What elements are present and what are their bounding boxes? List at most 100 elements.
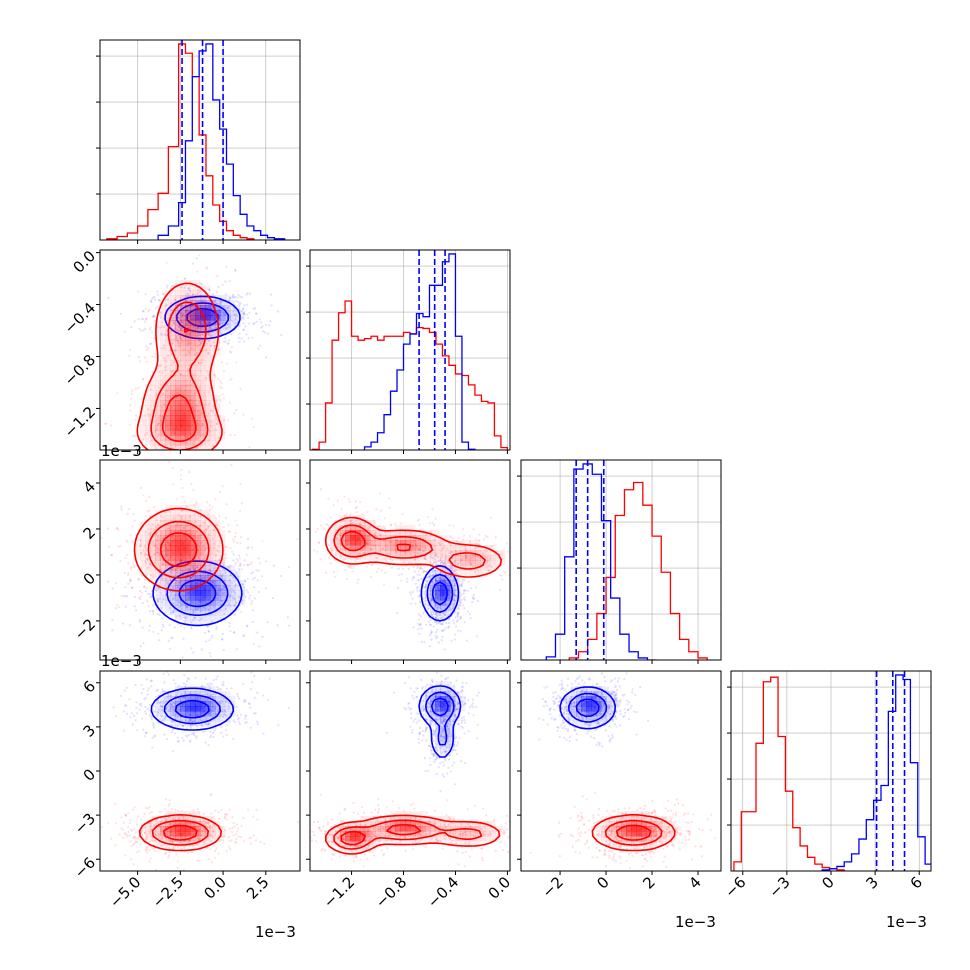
scatter-point-red <box>174 569 177 572</box>
scatter-point-blue <box>206 698 209 701</box>
scatter-point-blue <box>190 300 193 303</box>
scatter-point-red <box>142 438 145 441</box>
density-cell-blue <box>215 310 221 316</box>
scatter-point-blue <box>143 698 146 701</box>
density-cell-red <box>190 400 196 406</box>
scatter-point-blue <box>251 571 254 574</box>
density-cell-red <box>205 525 211 531</box>
scatter-point-red <box>365 565 368 568</box>
scatter-point-red <box>175 386 178 389</box>
scatter-point-blue <box>438 599 441 603</box>
scatter-point-red <box>129 409 132 412</box>
density-cell-red <box>140 415 146 421</box>
density-cell-red <box>170 290 176 296</box>
density-cell-red <box>430 530 436 536</box>
scatter-point-blue <box>418 600 421 604</box>
scatter-point-red <box>216 549 219 552</box>
scatter-point-blue <box>207 723 211 726</box>
scatter-point-blue <box>165 303 168 306</box>
scatter-point-blue <box>443 613 446 616</box>
scatter-point-blue <box>208 289 211 292</box>
scatter-point-red <box>234 519 237 522</box>
scatter-point-blue <box>172 601 175 605</box>
density-cell-blue <box>440 565 446 571</box>
density-cell-blue <box>190 605 196 611</box>
scatter-point-red <box>152 589 155 592</box>
scatter-point-blue <box>215 554 218 557</box>
density-cell-red <box>165 390 171 396</box>
scatter-point-blue <box>453 584 456 587</box>
scatter-point-red <box>184 354 187 357</box>
scatter-point-red <box>161 563 164 567</box>
scatter-point-red <box>229 547 232 550</box>
density-cell-red <box>205 435 211 441</box>
scatter-point-blue <box>214 712 217 715</box>
scatter-point-red <box>165 360 168 363</box>
density-cell-red <box>195 430 201 436</box>
scatter-point-red <box>233 540 236 543</box>
scatter-point-red <box>141 378 144 381</box>
scatter-point-blue <box>242 683 245 686</box>
density-cell-red <box>160 360 166 366</box>
scatter-point-red <box>146 407 150 411</box>
scatter-point-red <box>361 548 364 551</box>
density-cell-blue <box>195 565 201 571</box>
scatter-point-blue <box>217 587 220 591</box>
scatter-point-blue <box>227 323 230 326</box>
scatter-point-blue <box>220 599 223 603</box>
scatter-point-blue <box>185 299 188 302</box>
density-cell-blue <box>200 696 206 702</box>
scatter-point-blue <box>189 576 192 579</box>
scatter-point-blue <box>200 617 203 620</box>
scatter-point-blue <box>146 600 149 603</box>
scatter-point-red <box>210 328 213 331</box>
scatter-point-blue <box>124 704 127 707</box>
density-cell-blue <box>210 580 216 586</box>
density-cell-red <box>440 540 446 546</box>
scatter-point-red <box>208 516 211 520</box>
density-cell-red <box>180 355 186 361</box>
scatter-point-red <box>336 542 339 546</box>
density-cell-red <box>145 405 151 411</box>
density-cell-red <box>190 440 196 446</box>
scatter-point-blue <box>208 288 211 291</box>
density-cell-red <box>205 530 211 536</box>
scatter-point-red <box>345 512 348 515</box>
scatter-point-blue <box>476 599 479 603</box>
scatter-point-blue <box>234 269 237 272</box>
density-cell-blue <box>165 575 171 581</box>
contour-blue <box>176 302 229 333</box>
scatter-point-blue <box>148 703 152 706</box>
scatter-point-red <box>329 562 332 565</box>
scatter-point-red <box>195 566 198 569</box>
density-cell-blue <box>185 706 191 712</box>
scatter-point-blue <box>141 626 144 629</box>
scatter-point-blue <box>176 740 179 743</box>
density-cell-red <box>175 345 181 351</box>
scatter-point-blue <box>197 300 200 303</box>
density-cell-red <box>175 540 181 546</box>
scatter-point-red <box>199 551 203 554</box>
scatter-point-red <box>131 525 134 528</box>
density-cell-red <box>345 525 351 531</box>
density-cell-red <box>180 430 186 436</box>
scatter-point-red <box>355 505 358 508</box>
scatter-point-red <box>204 522 207 525</box>
density-cell-red <box>175 325 181 331</box>
density-cell-blue <box>225 325 231 331</box>
scatter-point-red <box>460 558 463 561</box>
scatter-point-blue <box>181 312 184 315</box>
density-cell-blue <box>215 595 221 601</box>
scatter-point-blue <box>229 296 232 299</box>
density-cell-red <box>185 530 191 536</box>
scatter-point-blue <box>171 705 174 709</box>
density-cell-blue <box>450 565 456 571</box>
scatter-point-blue <box>242 634 245 637</box>
scatter-point-red <box>199 341 202 344</box>
density-cell-red <box>480 565 486 571</box>
scatter-point-blue <box>202 572 205 575</box>
scatter-point-red <box>151 439 154 442</box>
panel-3-2 <box>306 459 511 664</box>
density-cell-blue <box>450 585 456 591</box>
scatter-point-blue <box>462 592 465 595</box>
